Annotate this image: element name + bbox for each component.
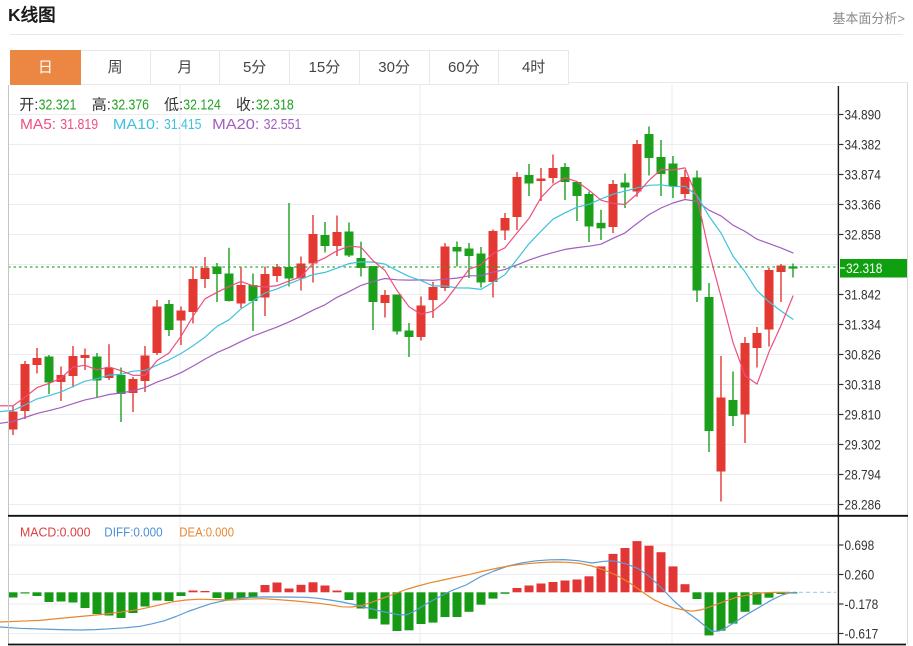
svg-text:34.382: 34.382 [845,137,881,153]
svg-text:29.302: 29.302 [845,437,881,453]
svg-text:30.318: 30.318 [845,377,881,393]
svg-text:28.286: 28.286 [845,497,881,513]
svg-text:29.810: 29.810 [845,407,881,423]
svg-text:0.260: 0.260 [845,567,875,583]
svg-text:-0.178: -0.178 [845,596,879,612]
svg-text:31.842: 31.842 [845,287,881,303]
svg-text:32.858: 32.858 [845,227,881,243]
svg-text:31.334: 31.334 [845,317,881,333]
svg-text:34.890: 34.890 [845,107,881,123]
svg-text:33.874: 33.874 [845,167,881,183]
svg-text:30.826: 30.826 [845,347,881,363]
svg-text:28.794: 28.794 [845,467,881,483]
svg-text:-0.617: -0.617 [845,626,879,642]
svg-text:0.698: 0.698 [845,537,875,553]
svg-text:32.318: 32.318 [846,260,882,276]
svg-text:33.366: 33.366 [845,197,881,213]
